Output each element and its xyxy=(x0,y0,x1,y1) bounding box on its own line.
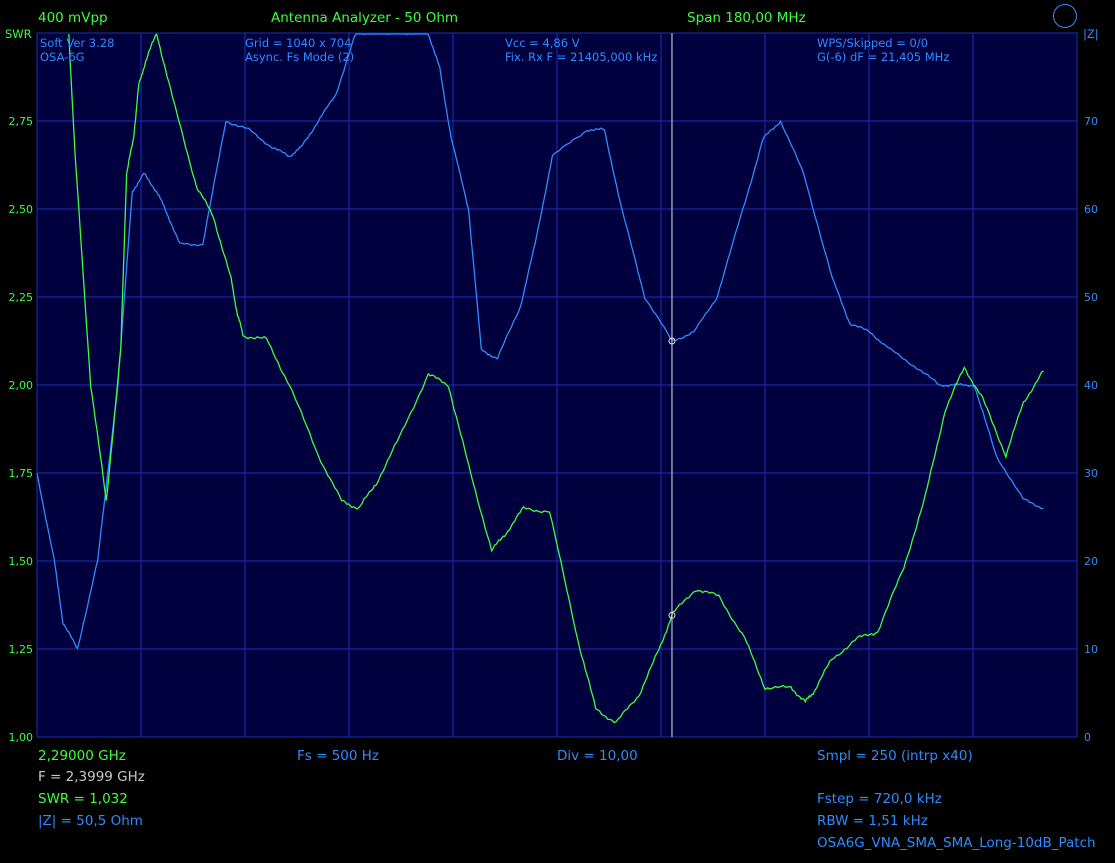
marker-z-dot xyxy=(668,337,676,345)
swr-trace xyxy=(68,33,1044,724)
analyzer-title: Antenna Analyzer - 50 Ohm xyxy=(271,10,459,26)
z-tick-label: 10 xyxy=(1084,643,1098,656)
filename-label: OSA6G_VNA_SMA_SMA_Long-10dB_Patch xyxy=(817,835,1096,851)
device-model: OSA-6G xyxy=(40,50,85,64)
z-trace xyxy=(36,33,1044,650)
swr-tick-label: 1,75 xyxy=(9,467,34,480)
marker-frequency: F = 2,3999 GHz xyxy=(38,769,145,785)
fstep-readout: Fstep = 720,0 kHz xyxy=(817,791,942,807)
wps-readout: WPS/Skipped = 0/0 xyxy=(817,36,929,50)
marker-impedance: |Z| = 50,5 Ohm xyxy=(38,813,143,829)
z-tick-label: 60 xyxy=(1084,203,1098,216)
div-readout: Div = 10,00 xyxy=(557,748,638,764)
marker-swr: SWR = 1,032 xyxy=(38,791,128,807)
marker-swr-dot xyxy=(668,611,676,619)
swr-axis-label: SWR xyxy=(5,27,32,41)
rbw-readout: RBW = 1,51 kHz xyxy=(817,813,928,829)
plot-border xyxy=(36,32,1078,738)
g6-readout: G(-6) dF = 21,405 MHz xyxy=(817,50,950,64)
smpl-readout: Smpl = 250 (intrp x40) xyxy=(817,748,973,764)
grid-lines xyxy=(37,33,1077,737)
swr-tick-label: 2,00 xyxy=(9,379,34,392)
swr-tick-label: 1,50 xyxy=(9,555,34,568)
swr-tick-label: 2,25 xyxy=(9,291,34,304)
swr-tick-label: 2,75 xyxy=(9,115,34,128)
swr-tick-label: 2,50 xyxy=(9,203,34,216)
z-axis-label: |Z| xyxy=(1083,27,1099,41)
span-label: Span 180,00 MHz xyxy=(687,10,806,26)
level-label: 400 mVpp xyxy=(38,10,108,26)
z-tick-label: 30 xyxy=(1084,467,1098,480)
soft-version: Soft Ver 3.28 xyxy=(40,36,115,50)
z-tick-label: 70 xyxy=(1084,115,1098,128)
z-axis-ticks: 0 10 20 30 40 50 60 70 xyxy=(1084,115,1098,744)
z-tick-label: 0 xyxy=(1084,731,1091,744)
grid-info: Grid = 1040 x 704 xyxy=(245,36,352,50)
swr-axis-ticks: 1,00 1,25 1,50 1,75 2,00 2,25 2,50 2,75 xyxy=(9,115,34,744)
fs-readout: Fs = 500 Hz xyxy=(297,748,379,764)
swr-tick-label: 1,25 xyxy=(9,643,34,656)
z-tick-label: 20 xyxy=(1084,555,1098,568)
z-tick-label: 50 xyxy=(1084,291,1098,304)
z-tick-label: 40 xyxy=(1084,379,1098,392)
mode-circle-button[interactable] xyxy=(1053,4,1077,28)
fix-rx-readout: Fix. Rx F = 21405,000 kHz xyxy=(505,50,658,64)
swr-tick-label: 1,00 xyxy=(9,731,34,744)
start-frequency: 2,29000 GHz xyxy=(38,748,126,764)
vcc-readout: Vcc = 4,86 V xyxy=(505,36,580,50)
async-mode: Async. Fs Mode (2) xyxy=(245,50,355,64)
